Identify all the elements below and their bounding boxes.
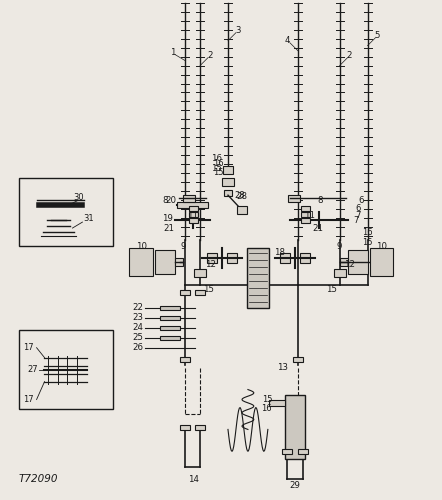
Text: 17: 17 xyxy=(23,395,34,404)
Text: 20: 20 xyxy=(166,196,177,204)
Bar xyxy=(301,212,310,216)
Bar xyxy=(180,425,190,430)
Text: 6: 6 xyxy=(359,196,364,204)
Bar xyxy=(160,326,180,330)
Bar xyxy=(195,290,205,296)
Text: 7: 7 xyxy=(355,210,360,220)
Bar xyxy=(160,306,180,310)
Text: 18: 18 xyxy=(274,248,286,258)
Text: 11: 11 xyxy=(304,210,315,220)
Text: 2: 2 xyxy=(207,51,213,60)
Text: 11: 11 xyxy=(187,210,198,220)
Text: 28: 28 xyxy=(236,192,248,200)
Bar xyxy=(222,178,234,186)
Text: 27: 27 xyxy=(27,365,38,374)
Bar xyxy=(180,290,190,296)
Text: 15: 15 xyxy=(262,395,272,404)
Bar xyxy=(180,357,190,362)
Text: 28: 28 xyxy=(235,190,245,200)
Text: 16: 16 xyxy=(362,228,373,236)
Text: 15: 15 xyxy=(362,238,373,246)
Bar xyxy=(339,258,347,266)
Text: 24: 24 xyxy=(133,324,144,332)
Bar xyxy=(19,330,113,409)
Bar xyxy=(227,253,237,263)
Text: 12: 12 xyxy=(344,260,355,270)
Text: 1: 1 xyxy=(171,48,176,57)
Bar xyxy=(130,248,153,276)
Bar xyxy=(189,218,198,222)
Bar xyxy=(177,202,208,208)
Bar xyxy=(247,248,269,308)
Text: 3: 3 xyxy=(235,26,241,35)
Bar xyxy=(334,269,346,277)
Bar xyxy=(301,218,310,222)
Text: 7: 7 xyxy=(353,216,358,224)
Text: 25: 25 xyxy=(133,333,144,342)
Text: 15: 15 xyxy=(213,168,223,176)
Bar xyxy=(282,449,292,454)
Bar xyxy=(224,190,232,196)
Bar xyxy=(160,316,180,320)
Text: 15: 15 xyxy=(210,164,221,173)
Bar xyxy=(237,206,247,214)
Bar xyxy=(300,253,310,263)
Text: 9: 9 xyxy=(180,242,186,250)
Text: 22: 22 xyxy=(133,304,144,312)
Bar xyxy=(280,253,290,263)
Text: 8: 8 xyxy=(162,196,168,204)
Text: 13: 13 xyxy=(277,363,288,372)
Text: 16: 16 xyxy=(213,159,223,168)
Bar xyxy=(298,449,308,454)
Text: 15: 15 xyxy=(202,286,213,294)
Text: 16: 16 xyxy=(262,404,272,413)
Bar xyxy=(189,206,198,210)
Text: 29: 29 xyxy=(290,481,300,490)
Text: 26: 26 xyxy=(133,343,144,352)
Text: 10: 10 xyxy=(376,242,387,250)
Text: 16: 16 xyxy=(210,154,221,163)
Bar xyxy=(207,253,217,263)
Bar xyxy=(183,194,195,202)
Text: 8: 8 xyxy=(317,196,322,204)
Bar xyxy=(223,166,233,174)
Bar xyxy=(347,250,368,274)
Bar xyxy=(19,178,113,246)
Bar xyxy=(293,357,303,362)
Bar xyxy=(370,248,393,276)
Text: 21: 21 xyxy=(164,224,175,232)
Text: 30: 30 xyxy=(73,192,84,202)
Text: 15: 15 xyxy=(326,286,337,294)
Bar xyxy=(160,336,180,340)
Text: T72090: T72090 xyxy=(19,474,58,484)
Text: 19: 19 xyxy=(162,214,173,222)
Bar xyxy=(269,400,285,406)
Text: 17: 17 xyxy=(23,343,34,352)
Text: 12: 12 xyxy=(205,260,216,270)
Text: 9: 9 xyxy=(337,242,342,250)
Text: 31: 31 xyxy=(83,214,94,222)
Text: 23: 23 xyxy=(133,314,144,322)
Bar xyxy=(155,250,175,274)
Text: 21: 21 xyxy=(312,224,323,232)
Bar xyxy=(285,394,305,460)
Bar xyxy=(195,425,205,430)
Text: 2: 2 xyxy=(347,51,352,60)
Text: 10: 10 xyxy=(136,242,147,250)
Text: 14: 14 xyxy=(187,475,198,484)
Bar xyxy=(189,212,198,216)
Text: 4: 4 xyxy=(285,36,290,45)
Bar xyxy=(194,269,206,277)
Bar xyxy=(288,194,300,202)
Bar xyxy=(301,206,310,210)
Text: 6: 6 xyxy=(355,204,360,212)
Text: 5: 5 xyxy=(375,31,380,40)
Bar xyxy=(175,258,183,266)
